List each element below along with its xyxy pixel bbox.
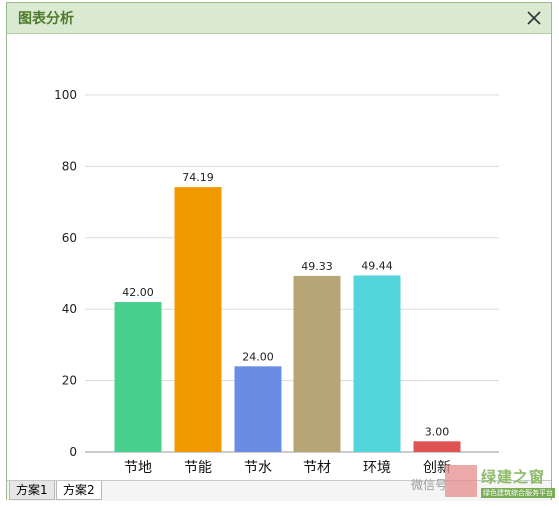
- tab-scheme-1[interactable]: 方案1: [9, 481, 55, 500]
- bar: [174, 187, 222, 452]
- bar: [234, 366, 282, 452]
- bar-value-label: 24.00: [242, 350, 274, 363]
- tab-scheme-2[interactable]: 方案2: [56, 481, 102, 500]
- bar: [353, 275, 401, 452]
- y-tick-label: 80: [62, 159, 77, 173]
- y-tick-label: 40: [62, 302, 77, 316]
- y-tick-label: 20: [62, 374, 77, 388]
- chart-analysis-window: 图表分析 0 20 40 60 80 100 42.00 节地 74.19 节能 24.00 节水 49…: [6, 2, 552, 501]
- window-title: 图表分析: [18, 11, 74, 27]
- bar-value-label: 49.44: [361, 259, 393, 272]
- x-category-label: 节地: [124, 460, 152, 476]
- title-bar: 图表分析: [7, 3, 551, 34]
- x-category-label: 节材: [303, 460, 331, 476]
- close-icon[interactable]: [523, 7, 545, 29]
- bar: [293, 275, 341, 452]
- x-category-label: 创新: [423, 460, 451, 476]
- y-tick-label: 100: [54, 88, 77, 102]
- bar-value-label: 42.00: [122, 286, 154, 299]
- watermark: 微信号 绿建之窗 绿色建筑综合服务平台: [395, 464, 555, 504]
- watermark-brand: 绿建之窗: [481, 468, 546, 486]
- bar-chart-svg: 0 20 40 60 80 100 42.00 节地 74.19 节能 24.00 节水 49.33 节材…: [54, 88, 499, 476]
- seal-logo: [445, 465, 477, 497]
- watermark-subtitle: 绿色建筑综合服务平台: [481, 488, 555, 498]
- x-category-label: 环境: [363, 460, 391, 476]
- bar: [413, 441, 461, 452]
- x-category-label: 节水: [244, 460, 272, 476]
- bar-value-label: 49.33: [301, 260, 333, 273]
- bar-value-label: 74.19: [182, 171, 214, 184]
- tab-strip: 方案1 方案2: [7, 480, 551, 501]
- bar-value-label: 3.00: [425, 425, 450, 438]
- watermark-text: 微信号: [411, 478, 448, 492]
- y-tick-label: 60: [62, 231, 77, 245]
- bar: [114, 302, 162, 452]
- y-tick-label: 0: [69, 445, 77, 459]
- bar-chart: 0 20 40 60 80 100 42.00 节地 74.19 节能 24.00 节水 49.33 节材…: [7, 34, 551, 477]
- x-category-label: 节能: [184, 460, 212, 476]
